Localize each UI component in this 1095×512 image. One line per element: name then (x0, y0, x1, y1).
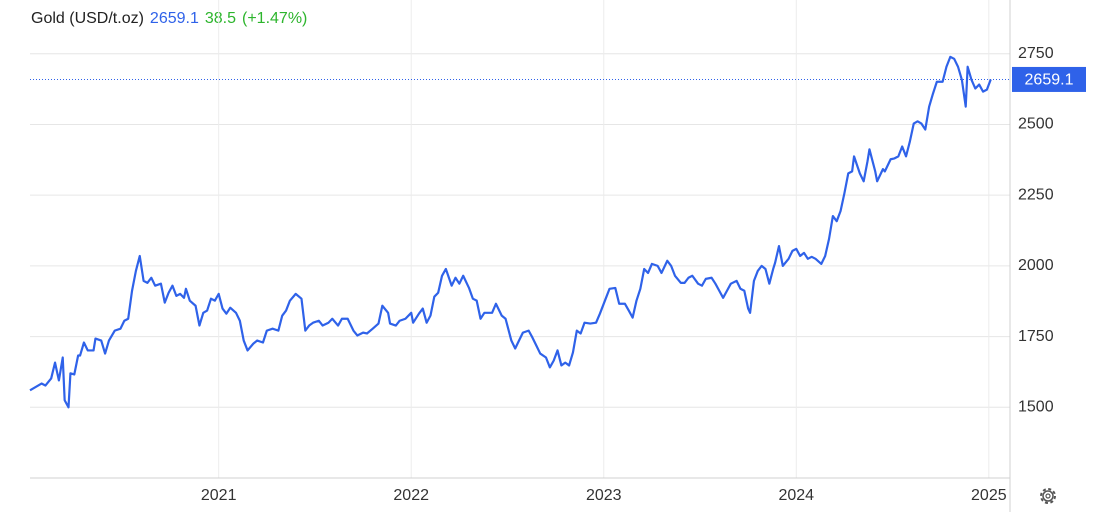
y-tick-label: 2000 (1018, 257, 1054, 274)
gear-hub (1045, 493, 1051, 499)
y-tick-label: 2250 (1018, 186, 1054, 203)
x-tick-label: 2025 (971, 487, 1007, 504)
y-tick-label: 1500 (1018, 399, 1054, 416)
x-tick-label: 2023 (586, 487, 622, 504)
last-value-label: 2659.1 (1025, 72, 1074, 89)
y-tick-label: 2500 (1018, 116, 1054, 133)
y-tick-label: 1750 (1018, 328, 1054, 345)
settings-icon[interactable] (1040, 488, 1056, 504)
change: 38.5 (204, 10, 236, 27)
x-tick-label: 2021 (201, 487, 237, 504)
gear-teeth (1040, 488, 1056, 504)
gear-ring (1042, 490, 1054, 502)
header: Gold (USD/t.oz) 2659.1 38.5 (+1.47%) (31, 10, 313, 28)
title: Gold (USD/t.oz) (31, 10, 144, 27)
change-percent: (+1.47%) (242, 10, 308, 27)
x-tick-label: 2024 (778, 487, 814, 504)
last-value-tag (1012, 66, 1086, 92)
price: 2659.1 (149, 10, 199, 27)
price-line (29, 55, 992, 409)
x-tick-label: 2022 (393, 487, 429, 504)
y-tick-label: 2750 (1018, 45, 1054, 62)
